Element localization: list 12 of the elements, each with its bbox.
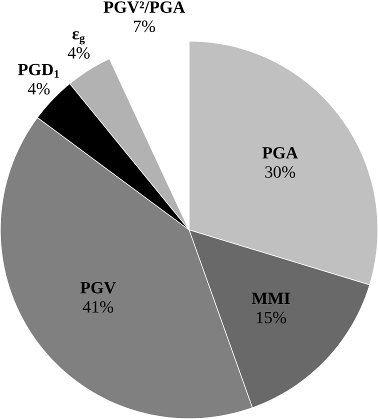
data-label: 7% <box>134 20 155 32</box>
slice-label: MMI <box>252 292 290 304</box>
slice-label: PGV <box>80 282 116 294</box>
data-label: 15% <box>256 312 286 324</box>
slice-label: PGA <box>262 147 298 159</box>
slice-label: PGD$_{1}$ <box>18 64 59 78</box>
slice-label: ε$_{g}$ <box>72 31 85 44</box>
slice-label: PGV²/PGA <box>104 1 185 13</box>
data-label: 41% <box>82 301 114 313</box>
data-label: 4% <box>68 47 90 59</box>
data-label: 4% <box>28 82 50 95</box>
data-label: 30% <box>265 166 296 178</box>
